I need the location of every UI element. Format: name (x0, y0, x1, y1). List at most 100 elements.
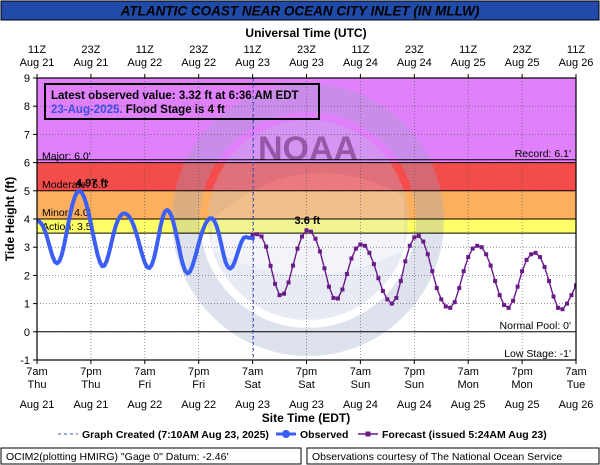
forecast-point (538, 255, 543, 260)
forecast-point (439, 297, 444, 302)
top-tick-label-utc: 11Z (567, 44, 585, 56)
forecast-point (488, 263, 493, 268)
forecast-point (273, 281, 278, 286)
forecast-point (551, 294, 556, 299)
chart-title: ATLANTIC COAST NEAR OCEAN CITY INLET (IN… (120, 4, 480, 19)
series-forecast (250, 228, 576, 312)
y-axis-label: Tide Height (ft) (3, 177, 17, 261)
top-tick-label-date: Aug 23 (289, 57, 324, 69)
x-axis-label: Site Time (EDT) (262, 411, 350, 425)
forecast-point (376, 276, 381, 281)
forecast-point (506, 305, 511, 310)
forecast-point (497, 293, 502, 298)
forecast-point (403, 259, 408, 264)
top-tick-label-date: Aug 22 (181, 57, 216, 69)
legend-forecast-label: Forecast (issued 5:24AM Aug 23) (382, 429, 547, 441)
forecast-point (268, 263, 273, 268)
bottom-tick-label-day: Mon (457, 379, 478, 391)
forecast-point (295, 246, 300, 251)
y-tick-label: 9 (24, 73, 30, 85)
bottom-tick-label-date: Aug 26 (559, 399, 594, 411)
legend-observed-label: Observed (300, 429, 348, 441)
top-tick-label-date: Aug 22 (127, 57, 162, 69)
bottom-tick-label-time: 7pm (80, 366, 101, 378)
bottom-tick-label-time: 7pm (188, 366, 209, 378)
bottom-tick-label-date: Aug 21 (20, 399, 55, 411)
forecast-point (362, 243, 367, 248)
top-tick-label-date: Aug 24 (397, 57, 432, 69)
bottom-tick-label-day: Thu (81, 379, 100, 391)
forecast-point (560, 307, 565, 312)
forecast-point (322, 266, 327, 271)
y-tick-label: 4 (24, 214, 30, 226)
forecast-point (326, 284, 331, 289)
top-tick-label-date: Aug 23 (235, 57, 270, 69)
bottom-tick-label-day: Mon (511, 379, 532, 391)
plot-area: NOAA Major: 6.0' Moderate: 5.0' Minor: 4.0… (36, 77, 577, 361)
forecast-point (569, 293, 574, 298)
y-tick-label: 8 (24, 101, 30, 113)
y-tick-labels: -1 0 1 2 3 4 5 6 7 8 9 (20, 73, 37, 367)
forecast-point (574, 283, 576, 288)
bottom-tick-label-time: 7am (457, 366, 478, 378)
y-tick-label: 2 (24, 270, 30, 282)
stage-label-major: Major: 6.0' (42, 151, 91, 163)
bottom-tick-label-date: Aug 21 (73, 399, 108, 411)
forecast-point (529, 252, 534, 257)
forecast-point (430, 269, 435, 274)
bottom-tick-label-day: Sat (298, 379, 315, 391)
stage-label-normal-pool: Normal Pool: 0' (500, 320, 571, 332)
peak-annotation: 3.6 ft (295, 215, 321, 227)
title-bar (0, 0, 600, 21)
forecast-point (443, 304, 448, 309)
forecast-point (380, 288, 385, 293)
stage-label-moderate: Moderate: 5.0' (42, 179, 109, 191)
bottom-tick-label-date: Aug 24 (343, 399, 378, 411)
top-tick-label-date: Aug 21 (73, 57, 108, 69)
top-tick-label-utc: 23Z (297, 44, 316, 56)
legend: Graph Created (7:10AM Aug 23, 2025) Obse… (58, 429, 547, 441)
forecast-point (547, 279, 552, 284)
svg-text:23-Aug-2025. Flood Stage is 4: 23-Aug-2025. Flood Stage is 4 ft (51, 104, 225, 116)
y-tick-label: 5 (24, 186, 30, 198)
forecast-point (353, 246, 358, 251)
y-tick-label: 6 (24, 158, 30, 170)
bottom-tick-label-time: 7pm (404, 366, 425, 378)
forecast-point (533, 250, 538, 255)
series-observed (37, 188, 255, 276)
stage-label-low-stage: Low Stage: -1' (504, 348, 571, 360)
top-tick-label-utc: 11Z (351, 44, 369, 56)
bottom-tick-label-day: Sat (244, 379, 261, 391)
bottom-tick-label-time: 7am (134, 366, 155, 378)
bottom-tick-label-day: Fri (192, 379, 205, 391)
forecast-point (259, 234, 264, 239)
bottom-tick-label-time: 7pm (296, 366, 317, 378)
forecast-point (371, 262, 376, 267)
forecast-point (524, 257, 529, 262)
top-tick-label-utc: 23Z (189, 44, 208, 56)
forecast-point (344, 271, 349, 276)
bottom-tick-label-day: Sun (405, 379, 425, 391)
forecast-point (416, 233, 421, 238)
bottom-tick-label-time: 7am (26, 366, 47, 378)
forecast-point (286, 280, 291, 285)
top-tick-label-date: Aug 21 (20, 57, 55, 69)
bottom-tick-label-day: Sun (351, 379, 371, 391)
top-tick-label-utc: 11Z (459, 44, 477, 56)
bottom-tick-label-date: Aug 23 (235, 399, 270, 411)
bottom-tick-label-date: Aug 22 (181, 399, 216, 411)
forecast-point (331, 295, 336, 300)
stage-label-minor: Minor: 4.0' (42, 207, 91, 219)
forecast-point (515, 284, 520, 289)
y-tick-label: 3 (24, 242, 30, 254)
forecast-point (502, 303, 507, 308)
forecast-point (466, 255, 471, 260)
forecast-point (457, 286, 462, 291)
forecast-point (452, 300, 457, 305)
bottom-tick-label-day: Thu (28, 379, 47, 391)
forecast-point (434, 286, 439, 291)
peak-annotation: 4.97 ft (76, 178, 108, 190)
forecast-point (389, 301, 394, 306)
footer-credit-box (306, 447, 600, 465)
